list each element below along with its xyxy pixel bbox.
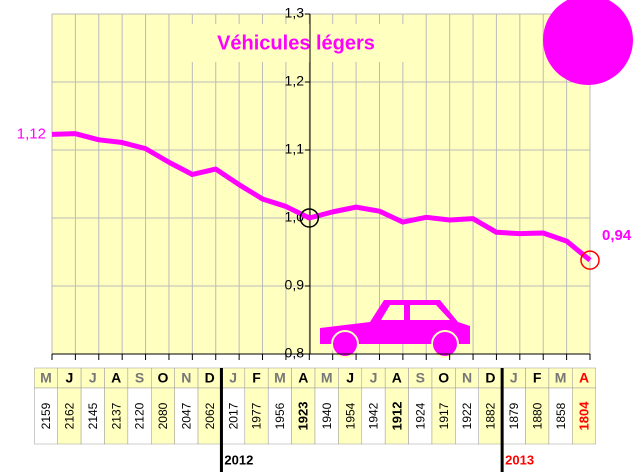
count-label: 2080 [156,402,170,429]
count-label: 1858 [554,402,568,429]
count-label: 1977 [250,402,264,429]
count-label: 2137 [109,402,123,429]
point-marker [299,208,320,228]
count-label: 2145 [86,402,100,429]
month-label: S [416,370,425,386]
month-label: J [510,370,518,386]
count-label: 1804 [576,401,591,431]
y-tick-label: 1,3 [285,5,305,21]
data-label: 0,94 [602,227,632,244]
month-label: N [462,370,472,386]
month-label: F [252,370,261,386]
count-label: 1956 [273,402,287,429]
chart-title: Véhicules légers [217,32,375,54]
point-marker [580,250,600,270]
month-label: A [579,370,589,386]
count-label: 1882 [484,402,498,429]
count-label: 1942 [367,402,381,429]
month-label: O [438,370,449,386]
month-label: A [298,370,308,386]
month-label: N [181,370,191,386]
month-label: J [229,370,237,386]
month-label: M [321,370,333,386]
count-label: 1940 [320,402,334,429]
count-cell [572,387,596,445]
series-line [51,131,592,263]
plot-area [52,14,590,354]
month-label: A [111,370,121,386]
month-label: J [346,370,354,386]
month-label: J [65,370,73,386]
month-label: D [485,370,495,386]
grid [51,13,591,355]
count-label: 2062 [203,402,217,429]
month-label: O [158,370,169,386]
month-label: M [40,370,52,386]
count-label: 1879 [507,402,521,429]
count-label: 2162 [63,402,77,429]
data-label: 1,12 [17,125,46,142]
count-label: 1880 [530,402,544,429]
count-label: 1912 [389,402,404,431]
month-label: S [135,370,144,386]
y-tick-label: 1,1 [285,141,305,157]
y-tick-label: 0,9 [285,277,305,293]
decor-circle [543,0,633,85]
month-label: M [274,370,286,386]
count-label: 1917 [437,402,451,429]
month-label: F [533,370,542,386]
count-label: 1954 [343,402,357,429]
month-label: M [555,370,567,386]
count-label: 2047 [180,402,194,429]
count-label: 1924 [413,402,427,429]
car-icon [320,300,470,358]
count-label: 1923 [296,402,311,431]
count-label: 2120 [133,402,147,429]
title-box [182,24,410,62]
year-label: 2012 [224,452,253,467]
month-label: J [370,370,378,386]
month-label: D [205,370,215,386]
year-label: 2013 [505,452,534,467]
month-label: A [392,370,402,386]
month-label: J [89,370,97,386]
count-label: 1922 [460,402,474,429]
count-label: 2159 [39,402,53,429]
y-tick-label: 1,2 [285,73,305,89]
count-label: 2017 [226,402,240,429]
y-tick-label: 0,8 [285,345,305,361]
